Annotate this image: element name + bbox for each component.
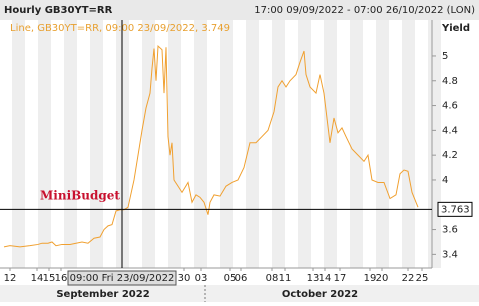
y-tick-label: 3.4 [442,249,458,260]
x-tick-label: 13 [307,273,320,284]
x-tick-label: 14 [319,273,332,284]
x-tick-label: 15 [43,273,56,284]
y-tick-label: 4.4 [442,125,458,136]
x-tick-label: 05 [224,273,237,284]
day-band [64,20,77,268]
y-tick-label: 4.8 [442,76,458,87]
day-band [272,20,285,268]
y-tick-label: 3.6 [442,225,458,236]
header-bar [0,0,479,20]
crosshair-y-label: 3.763 [441,204,470,215]
day-band [246,20,259,268]
chart-subtitle: 17:00 09/09/2022 - 07:00 26/10/2022 (LON… [254,5,475,16]
legend-text: Line, GB30YT=RR, 09:00 23/09/2022, 3.749 [10,23,230,34]
month-label: October 2022 [282,289,358,300]
day-band [220,20,233,268]
x-tick-label: 22 [402,273,415,284]
crosshair-x-box [67,270,177,286]
chart-title: Hourly GB30YT=RR [4,5,113,16]
series-line [3,44,419,248]
y-axis-label: Yield [441,23,470,34]
crosshair-x-label: 09:00 Fri 23/09/2022 [70,273,175,284]
day-band [90,20,103,268]
x-tick-label: 08 [266,273,279,284]
day-band [168,20,181,268]
x-tick-label: 17 [334,273,347,284]
day-band [298,20,311,268]
x-tick-label: 03 [195,273,208,284]
y-tick-label: 5 [442,51,448,62]
day-band [194,20,207,268]
day-bands [12,20,441,268]
y-tick-label: 4 [442,175,448,186]
day-band [402,20,415,268]
annotation: MiniBudget [40,189,120,203]
x-tick-label: 30 [178,273,191,284]
y-tick-label: 4.6 [442,101,458,112]
month-bar [0,285,479,302]
x-tick-label: 20 [376,273,389,284]
day-band [38,20,51,268]
day-band [12,20,25,268]
day-band [324,20,337,268]
day-band [428,20,441,268]
day-band [350,20,363,268]
day-band [142,20,155,268]
x-tick-label: 16 [55,273,68,284]
x-tick-label: 19 [364,273,377,284]
crosshair-y-box [437,201,473,217]
x-tick-label: 12 [4,273,17,284]
y-tick-label: 4.2 [442,150,458,161]
x-tick-label: 14 [31,273,44,284]
x-tick-label: 11 [279,273,292,284]
month-label: September 2022 [56,289,149,300]
day-band [376,20,389,268]
x-tick-label: 06 [235,273,248,284]
x-tick-label: 25 [416,273,429,284]
